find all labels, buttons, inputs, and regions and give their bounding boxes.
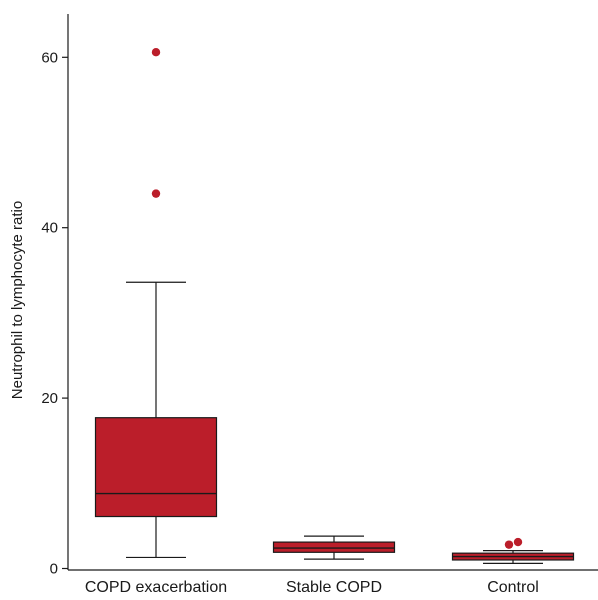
category-labels: COPD exacerbation Stable COPD Control bbox=[85, 579, 539, 596]
y-tick-label: 40 bbox=[41, 220, 58, 237]
outlier-point bbox=[513, 537, 523, 547]
outlier-point bbox=[504, 540, 514, 549]
box-group bbox=[94, 47, 218, 559]
box-group bbox=[451, 537, 575, 564]
box-group bbox=[272, 535, 396, 560]
y-tick-label: 20 bbox=[41, 390, 58, 407]
category-label: Stable COPD bbox=[286, 579, 382, 596]
y-tick-label: 0 bbox=[50, 561, 58, 578]
outlier-point bbox=[151, 189, 161, 198]
box-iqr bbox=[94, 417, 218, 518]
category-label: Control bbox=[487, 579, 539, 596]
category-label: COPD exacerbation bbox=[85, 579, 227, 596]
y-axis-title: Neutrophil to lymphocyte ratio bbox=[9, 201, 26, 399]
y-ticks: 0 20 40 60 bbox=[41, 49, 68, 578]
box-iqr bbox=[272, 541, 396, 553]
boxes bbox=[94, 47, 575, 564]
y-tick-label: 60 bbox=[41, 49, 58, 66]
outlier-point bbox=[151, 47, 161, 57]
